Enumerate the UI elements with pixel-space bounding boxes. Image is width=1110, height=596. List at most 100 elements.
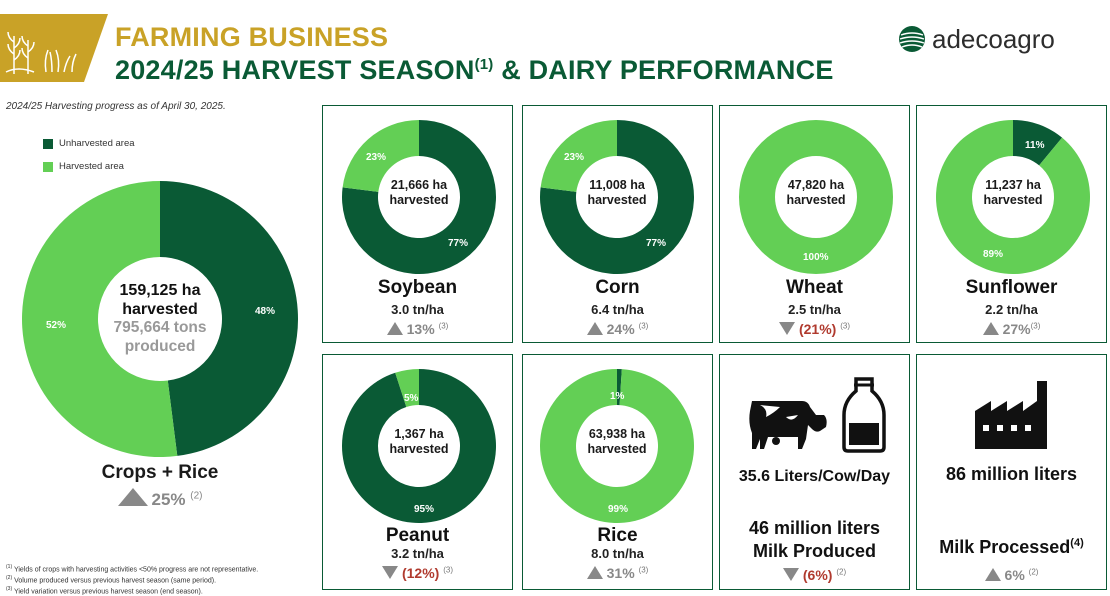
globe-icon	[899, 26, 925, 52]
soybean-harvested-area-slice	[342, 120, 419, 192]
wheat-name: Wheat	[786, 277, 843, 298]
main-variation: 25% (2)	[60, 488, 260, 510]
rice-ha: 63,938 ha	[588, 427, 646, 441]
peanut-pct-harvested: 5%	[404, 393, 419, 404]
sunflower-pct-harvested: 89%	[983, 249, 1004, 260]
footnote-1: (1) Yields of crops with harvesting acti…	[6, 564, 259, 574]
soybean-name: Soybean	[377, 277, 458, 298]
sunflower-name: Sunflower	[965, 277, 1058, 298]
corn-harvested-area-slice	[540, 120, 617, 192]
milk-produced-variation: (6%) (2)	[720, 567, 909, 583]
up-arrow-icon	[982, 322, 999, 335]
main-pct-harvested: 52%	[46, 320, 67, 331]
progress-note: 2024/25 Harvesting progress as of April …	[6, 101, 226, 112]
rice-center: 63,938 ha harvested	[572, 427, 662, 457]
header-title-line1: FARMING BUSINESS	[115, 22, 389, 52]
peanut-name: Peanut	[385, 525, 450, 546]
up-arrow-icon	[586, 566, 603, 579]
peanut-harvested: harvested	[389, 442, 449, 456]
main-produced: produced	[124, 337, 196, 355]
rice-pct-harvested: 99%	[608, 504, 629, 515]
milk-processed-variation: 6% (2)	[917, 567, 1106, 583]
main-pct-unharvested: 48%	[255, 306, 276, 317]
milk-processed-panel: 86 million liters Milk Processed(4) 6% (…	[916, 354, 1107, 590]
soybean-panel: 77% 23% 21,666 ha harvested Soybean 3.0 …	[322, 105, 513, 343]
wheat-donut-chart: 100% 47,820 ha harvested	[739, 120, 893, 274]
rice-yield: 8.0 tn/ha	[591, 546, 644, 561]
sunflower-pct-unharvested: 11%	[1025, 140, 1045, 151]
rice-name: Rice	[597, 525, 638, 546]
main-label: Crops + Rice	[101, 462, 219, 483]
peanut-variation: (12%) (3)	[323, 565, 512, 581]
wheat-harvested-area-slice	[739, 120, 893, 274]
header-title-line2: 2024/25 HARVEST SEASON(1) & DAIRY PERFOR…	[115, 55, 834, 85]
soybean-unharvested-area-slice	[342, 120, 496, 274]
wheat-ha: 47,820 ha	[787, 178, 845, 192]
milk-bottle-icon	[842, 377, 886, 453]
legend-swatch-unharvested	[43, 138, 53, 149]
corn-unharvested-area-slice	[540, 120, 694, 274]
rice-donut-chart: 1% 99% 63,938 ha harvested	[540, 369, 694, 523]
milk-produced-panel: 35.6 Liters/Cow/Day 46 million liters Mi…	[719, 354, 910, 590]
liters-per-cow: 35.6 Liters/Cow/Day	[738, 468, 891, 485]
down-arrow-icon	[782, 568, 799, 581]
footnote-2: (2) Volume produced versus previous harv…	[6, 575, 217, 585]
peanut-pct-unharvested: 95%	[414, 504, 435, 515]
wheat-pct-harvested: 100%	[803, 252, 829, 263]
sunflower-yield: 2.2 tn/ha	[985, 302, 1038, 317]
soybean-variation: 13% (3)	[323, 321, 512, 337]
sunflower-variation: 27%(3)	[917, 321, 1106, 337]
corn-harvested: harvested	[587, 193, 647, 207]
legend-swatch-harvested	[43, 161, 53, 172]
rice-unharvested-area-slice	[617, 369, 622, 406]
peanut-harvested-area-slice	[395, 369, 419, 408]
peanut-center: 1,367 ha harvested	[374, 427, 464, 457]
wheat-yield: 2.5 tn/ha	[788, 302, 841, 317]
corn-panel: 77% 23% 11,008 ha harvested Corn 6.4 tn/…	[522, 105, 713, 343]
up-arrow-icon	[386, 322, 403, 335]
corn-variation: 24% (3)	[523, 321, 712, 337]
up-arrow-icon	[984, 568, 1001, 581]
rice-harvested: harvested	[587, 442, 647, 456]
wheat-center: 47,820 ha harvested	[771, 178, 861, 208]
wheat-harvested: harvested	[786, 193, 846, 207]
corn-pct-harvested: 23%	[564, 152, 585, 163]
brand-logo: adecoagro	[898, 24, 1055, 54]
milk-produced-amount: 46 million liters	[748, 518, 881, 538]
main-harvested: harvested	[122, 301, 198, 319]
soybean-yield: 3.0 tn/ha	[391, 302, 444, 317]
rice-pct-unharvested: 1%	[610, 391, 625, 402]
factory-icon	[975, 381, 1047, 449]
legend-unharvested: Unharvested area	[43, 138, 135, 149]
crops-rice-unharvested-area-slice	[160, 181, 299, 456]
sunflower-harvested-area-slice	[936, 120, 1090, 274]
corn-name: Corn	[595, 277, 640, 298]
crops-rice-harvested-area-slice	[22, 181, 178, 457]
rice-panel: 1% 99% 63,938 ha harvested Rice 8.0 tn/h…	[522, 354, 713, 590]
up-arrow-icon	[586, 322, 603, 335]
sunflower-donut-chart: 11% 89% 11,237 ha harvested	[936, 120, 1090, 274]
soybean-center: 21,666 ha harvested	[374, 178, 464, 208]
soybean-pct-harvested: 23%	[366, 152, 387, 163]
up-arrow-icon	[117, 488, 148, 506]
sunflower-harvested: harvested	[983, 193, 1043, 207]
main-ha: 159,125 ha	[119, 282, 201, 299]
corn-ha: 11,008 ha	[589, 178, 645, 192]
milk-processed-label: Milk Processed(4)	[939, 537, 1084, 557]
soybean-harvested: harvested	[389, 193, 449, 207]
peanut-ha: 1,367 ha	[394, 427, 444, 441]
soybean-ha: 21,666 ha	[390, 178, 448, 192]
soybean-pct-unharvested: 77%	[448, 238, 469, 249]
main-donut-chart: 48% 52% 159,125 ha harvested 795,664 ton…	[22, 181, 299, 457]
main-tons: 795,664 tons	[113, 319, 207, 337]
corn-pct-unharvested: 77%	[646, 238, 667, 249]
sunflower-panel: 11% 89% 11,237 ha harvested Sunflower 2.…	[916, 105, 1107, 343]
wheat-variation: (21%) (3)	[720, 321, 909, 337]
corn-center: 11,008 ha harvested	[572, 178, 662, 208]
farming-logo	[0, 14, 108, 82]
legend-label-harvested: Harvested area	[59, 161, 124, 172]
sunflower-unharvested-area-slice	[1013, 120, 1063, 166]
rice-harvested-area-slice	[540, 369, 694, 523]
corn-donut-chart: 77% 23% 11,008 ha harvested	[540, 120, 694, 274]
milk-produced-label: Milk Produced	[752, 541, 877, 561]
